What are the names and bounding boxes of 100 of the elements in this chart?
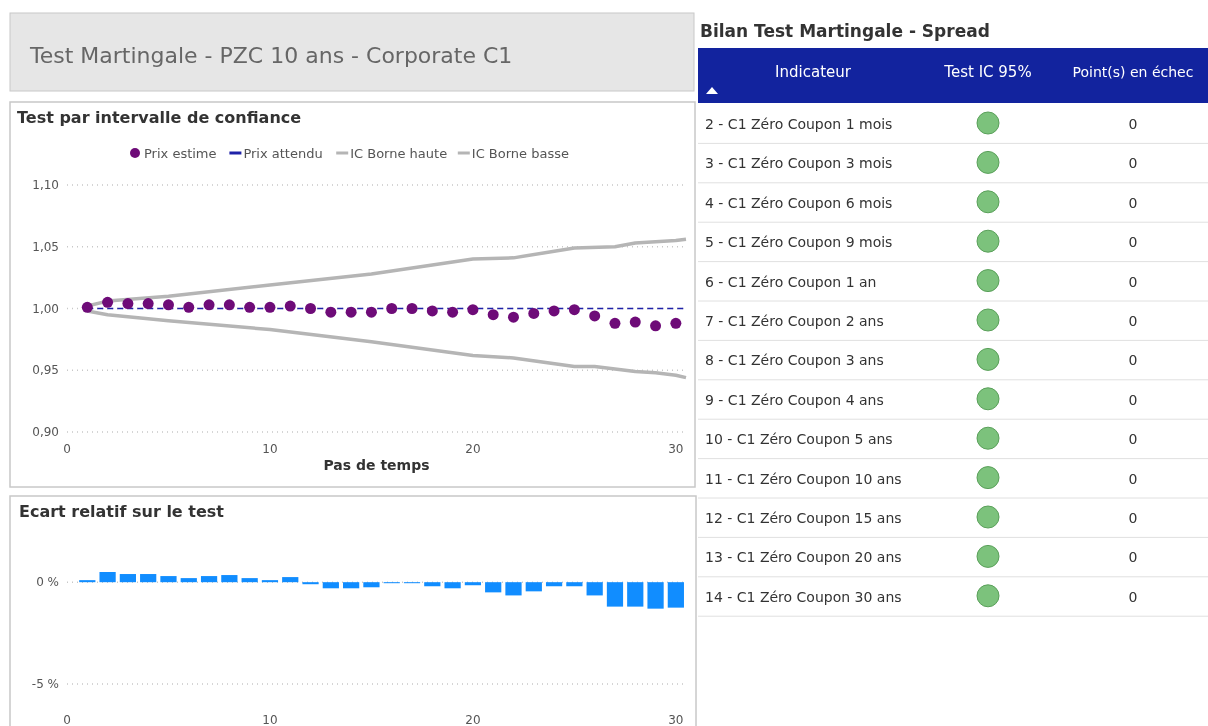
bar (647, 582, 664, 609)
category-label: 14 - C1 Zéro Coupon 30 ans (705, 588, 902, 605)
category-label: 11 - C1 Zéro Coupon 10 ans (705, 470, 902, 487)
point (548, 305, 560, 317)
point (203, 299, 215, 311)
data-label: 0 (1128, 273, 1138, 290)
point (406, 303, 418, 314)
bar (424, 582, 441, 587)
bar (667, 582, 684, 608)
data-label: 0 (1128, 549, 1138, 566)
point (447, 306, 459, 318)
x-tick-label: 0 (63, 713, 71, 726)
bar (525, 582, 542, 592)
category-label: 2 - C1 Zéro Coupon 1 mois (705, 116, 893, 132)
x-tick-label: 0 (63, 442, 71, 456)
category-label: 7 - C1 Zéro Coupon 2 ans (705, 313, 884, 329)
point (244, 301, 256, 313)
point (386, 303, 398, 314)
bar (322, 582, 339, 589)
data-label: 0 (1128, 391, 1138, 408)
text: Test Martingale - PZC 10 ans - Corporate C1 (29, 43, 513, 68)
bar (99, 572, 116, 583)
point (183, 301, 195, 313)
y-tick-label: 1,05 (32, 239, 59, 254)
legend-label: IC Borne haute (350, 146, 448, 161)
text: Bilan Test Martingale - Spread (700, 21, 990, 41)
category-label: 13 - C1 Zéro Coupon 20 ans (705, 549, 902, 566)
point (650, 320, 662, 332)
category-label: 9 - C1 Zéro Coupon 4 ans (705, 391, 884, 408)
point (670, 317, 682, 329)
y-tick-label: 1,00 (32, 301, 59, 316)
bar (606, 582, 624, 607)
y-tick-label: 0 % (36, 575, 59, 590)
point (609, 317, 621, 329)
bar (221, 575, 238, 583)
bar (119, 574, 136, 583)
bar (241, 578, 258, 583)
point (629, 316, 641, 328)
category-label: 12 - C1 Zéro Coupon 15 ans (705, 510, 902, 526)
y-tick-label: 0,90 (32, 425, 59, 439)
point (487, 309, 499, 321)
data-label: 0 (1128, 234, 1138, 251)
point (507, 311, 519, 323)
y-tick-label: 1,10 (32, 178, 59, 192)
data-label: 0 (1128, 194, 1138, 211)
chart-title: Test par intervalle de confiance (17, 108, 302, 127)
x-tick-label: 30 (668, 713, 684, 726)
point (528, 307, 540, 319)
legend-label: Prix estime (144, 146, 217, 161)
bar (140, 574, 157, 583)
x-tick-label: 20 (465, 713, 481, 726)
bar (444, 582, 461, 589)
bar (79, 580, 96, 583)
point (81, 301, 93, 313)
bar (566, 582, 583, 587)
point (264, 301, 276, 313)
text: Indicateur (775, 63, 852, 81)
point (345, 306, 357, 318)
data-label: 0 (1128, 588, 1138, 605)
y-tick-label: 0,95 (32, 363, 59, 378)
point (162, 299, 174, 311)
bar (302, 582, 319, 585)
category-label: 8 - C1 Zéro Coupon 3 ans (705, 352, 884, 369)
text: Test IC 95% (943, 63, 1032, 81)
point (102, 296, 114, 308)
x-tick-label: 10 (262, 713, 278, 726)
bar (627, 582, 644, 607)
chart-title: Ecart relatif sur le test (19, 502, 225, 521)
data-label: 0 (1128, 470, 1138, 487)
point (467, 304, 479, 316)
bar (160, 576, 177, 583)
point (568, 304, 580, 316)
category-label: 10 - C1 Zéro Coupon 5 ans (705, 431, 893, 448)
data-label: 0 (1128, 116, 1138, 132)
category-label: 6 - C1 Zéro Coupon 1 an (705, 273, 877, 290)
point (426, 305, 438, 317)
category-label: 5 - C1 Zéro Coupon 9 mois (705, 234, 893, 251)
x-tick-label: 10 (262, 442, 278, 456)
point (589, 310, 601, 322)
legend-label: Prix attendu (243, 146, 323, 161)
point (305, 303, 317, 314)
bar (505, 582, 522, 596)
data-label: 0 (1128, 155, 1138, 172)
bar (545, 582, 563, 587)
bar (586, 582, 603, 596)
bar (261, 580, 279, 583)
text: Point(s) en échec (1072, 64, 1194, 80)
bar (282, 577, 299, 583)
x-axis-title: Pas de temps (323, 457, 430, 473)
point (365, 306, 377, 318)
bar (363, 582, 380, 588)
bar (200, 576, 218, 583)
point (142, 298, 154, 310)
point (122, 298, 134, 310)
bar (180, 578, 197, 583)
point (284, 300, 296, 312)
y-tick-label: -5 % (31, 677, 59, 691)
bar (343, 582, 360, 589)
data-label: 0 (1128, 510, 1138, 526)
x-tick-label: 20 (465, 442, 481, 456)
